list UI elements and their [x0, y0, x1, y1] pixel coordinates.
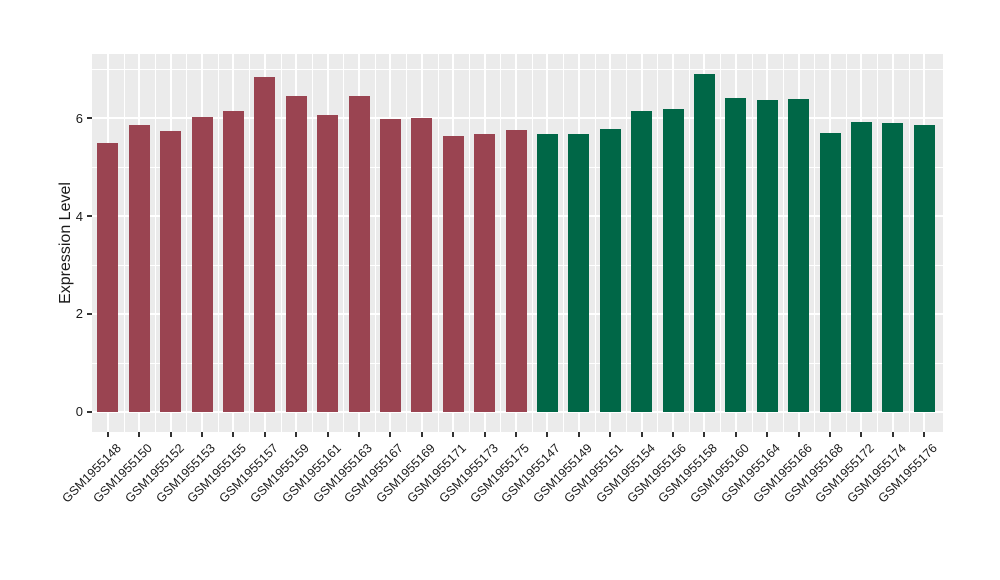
gridline-minor-v — [657, 54, 659, 432]
bar-GSM1955149 — [568, 134, 590, 412]
gridline-minor-v — [123, 54, 125, 432]
y-axis-title: Expression Level — [57, 182, 74, 304]
x-tick-mark — [232, 432, 235, 437]
x-tick-mark — [829, 432, 831, 437]
gridline-minor-v — [343, 54, 345, 432]
x-tick-mark — [358, 432, 360, 437]
x-tick-mark — [923, 432, 926, 437]
y-tick-label: 6 — [75, 110, 83, 126]
x-tick-mark — [797, 432, 800, 437]
gridline-minor-v — [154, 54, 156, 432]
bar-GSM1955175 — [505, 130, 527, 412]
x-tick-mark — [138, 432, 141, 437]
y-tick-mark — [87, 410, 92, 413]
gridline-minor-v — [720, 54, 722, 432]
gridline-minor-h — [92, 69, 943, 71]
bar-GSM1955163 — [348, 95, 370, 412]
gridline-minor-v — [594, 54, 596, 432]
y-tick-label: 0 — [75, 404, 83, 420]
x-tick-mark — [169, 432, 172, 437]
x-tick-mark — [734, 432, 737, 437]
bar-GSM1955153 — [191, 116, 213, 412]
gridline-major-h — [92, 410, 943, 413]
bar-GSM1955155 — [222, 111, 244, 412]
bar-GSM1955150 — [128, 125, 150, 412]
gridline-minor-v — [437, 54, 439, 432]
bar-GSM1955159 — [285, 95, 307, 412]
plot-panel — [92, 54, 943, 432]
gridline-minor-v — [280, 54, 282, 432]
gridline-minor-v — [625, 54, 627, 432]
y-tick-label: 2 — [75, 306, 83, 322]
x-tick-mark — [860, 432, 863, 437]
bar-GSM1955167 — [379, 118, 401, 412]
gridline-major-h — [92, 117, 943, 120]
x-tick-mark — [766, 432, 769, 437]
bar-GSM1955147 — [536, 134, 558, 412]
y-tick-mark — [87, 117, 92, 120]
gridline-minor-v — [845, 54, 847, 432]
bar-GSM1955166 — [788, 98, 810, 412]
bar-GSM1955174 — [882, 123, 904, 412]
x-tick-mark — [295, 432, 298, 437]
gridline-minor-v — [374, 54, 376, 432]
bar-GSM1955168 — [819, 133, 841, 412]
x-tick-mark — [546, 432, 549, 437]
x-tick-mark — [483, 432, 486, 437]
x-tick-mark — [389, 432, 392, 437]
x-tick-mark — [609, 432, 612, 437]
bar-GSM1955148 — [97, 142, 119, 412]
gridline-minor-v — [249, 54, 251, 432]
x-tick-mark — [577, 432, 580, 437]
x-tick-mark — [201, 432, 203, 437]
bar-GSM1955172 — [850, 121, 872, 412]
x-tick-mark — [640, 432, 643, 437]
gridline-minor-v — [406, 54, 408, 432]
bar-GSM1955156 — [662, 109, 684, 412]
x-tick-mark — [420, 432, 423, 437]
x-tick-mark — [672, 432, 674, 437]
bar-GSM1955151 — [599, 129, 621, 412]
bar-GSM1955173 — [474, 133, 496, 412]
x-tick-mark — [703, 432, 706, 437]
x-tick-mark — [452, 432, 455, 437]
y-tick-label: 4 — [75, 208, 83, 224]
gridline-minor-v — [908, 54, 910, 432]
gridline-minor-v — [500, 54, 502, 432]
bar-GSM1955161 — [317, 114, 339, 412]
y-tick-mark — [87, 312, 92, 315]
x-tick-mark — [891, 432, 894, 437]
bar-GSM1955169 — [411, 117, 433, 412]
bar-GSM1955160 — [725, 98, 747, 412]
bar-GSM1955154 — [631, 111, 653, 412]
gridline-minor-v — [311, 54, 313, 432]
bar-GSM1955171 — [442, 135, 464, 412]
gridline-minor-v — [688, 54, 690, 432]
x-tick-mark — [326, 432, 329, 437]
gridline-minor-v — [468, 54, 470, 432]
bar-GSM1955158 — [693, 73, 715, 412]
x-tick-mark — [263, 432, 266, 437]
x-tick-mark — [106, 432, 109, 437]
bar-GSM1955176 — [913, 124, 935, 412]
bar-GSM1955164 — [756, 100, 778, 412]
gridline-minor-v — [217, 54, 219, 432]
y-tick-mark — [87, 215, 92, 218]
bar-GSM1955157 — [254, 77, 276, 412]
bar-GSM1955152 — [160, 130, 182, 412]
x-tick-mark — [515, 432, 517, 437]
gridline-minor-v — [563, 54, 565, 432]
gridline-minor-v — [531, 54, 533, 432]
gridline-minor-v — [751, 54, 753, 432]
gridline-minor-v — [814, 54, 816, 432]
gridline-minor-v — [877, 54, 879, 432]
gridline-minor-v — [186, 54, 188, 432]
gridline-minor-v — [782, 54, 784, 432]
